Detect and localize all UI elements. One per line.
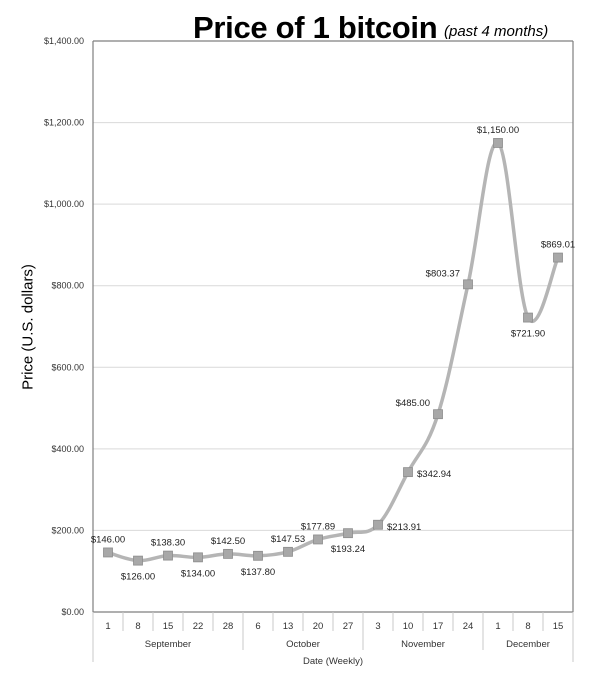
data-label: $137.80	[241, 567, 275, 578]
x-tick-label: 17	[433, 621, 444, 632]
data-marker	[223, 548, 233, 559]
data-marker	[493, 138, 503, 148]
gridlines	[92, 40, 574, 613]
x-axis-label: Date (Weekly)	[303, 656, 363, 667]
x-tick-label: 13	[283, 621, 294, 632]
x-tick-label: 6	[255, 621, 260, 632]
y-tick-label: $1,000.00	[44, 199, 84, 209]
x-tick-label: 22	[193, 621, 204, 632]
data-marker	[463, 279, 473, 290]
data-label: $142.50	[211, 536, 245, 547]
data-label: $147.53	[271, 534, 305, 545]
data-label: $126.00	[121, 572, 155, 583]
data-label: $146.00	[91, 534, 125, 545]
data-label: $134.00	[181, 568, 215, 579]
x-axis: 1 8 15 22 28 September 6 13 20 27 October 3 10 17 24 No…	[92, 612, 574, 662]
data-marker	[523, 312, 533, 323]
x-tick-label: 8	[135, 621, 140, 632]
x-tick-label: 27	[343, 621, 354, 632]
data-label: $803.37	[426, 268, 460, 279]
data-marker	[163, 550, 173, 561]
data-label: $869.01	[541, 240, 575, 251]
x-tick-label: 8	[525, 621, 530, 632]
data-label: $485.00	[396, 398, 430, 409]
y-tick-label: $200.00	[51, 525, 84, 535]
y-tick-label: $400.00	[51, 444, 84, 454]
data-label: $213.91	[387, 522, 421, 533]
data-labels: $146.00 $126.00 $138.30 $134.00 $142.50 $137.…	[91, 125, 575, 583]
y-tick-label: $600.00	[51, 362, 84, 372]
y-tick-label: $1,200.00	[44, 118, 84, 128]
x-tick-label: 1	[495, 621, 500, 632]
data-marker	[433, 409, 443, 420]
x-tick-label: 10	[403, 621, 414, 632]
data-label: $177.89	[301, 521, 335, 532]
data-marker	[283, 546, 293, 557]
y-tick-label: $1,400.00	[44, 36, 84, 46]
x-tick-label: 15	[163, 621, 174, 632]
chart-title: Price of 1 bitcoin	[193, 10, 438, 45]
y-tick-label: $800.00	[51, 281, 84, 291]
data-label: $721.90	[511, 329, 545, 340]
x-tick-label: 24	[463, 621, 474, 632]
x-tick-label: 20	[313, 621, 324, 632]
x-tick-label: 3	[375, 621, 380, 632]
y-tick-label: $0.00	[61, 607, 84, 617]
x-tick-label: 28	[223, 621, 234, 632]
y-axis-ticks: $0.00 $200.00 $400.00 $600.00 $800.00 $1,000.…	[44, 36, 84, 617]
data-label: $138.30	[151, 538, 185, 549]
data-marker	[373, 519, 383, 530]
data-marker	[403, 467, 413, 478]
data-marker	[553, 252, 563, 263]
month-label: November	[401, 639, 445, 650]
data-marker	[253, 550, 263, 561]
month-label: October	[286, 639, 320, 650]
data-marker	[313, 534, 323, 545]
x-tick-label: 1	[105, 621, 110, 632]
month-label: December	[506, 639, 550, 650]
data-marker	[103, 547, 113, 558]
data-label: $1,150.00	[477, 125, 519, 136]
price-line	[106, 141, 560, 563]
x-tick-label: 15	[553, 621, 564, 632]
data-marker	[133, 555, 143, 566]
data-label: $342.94	[417, 469, 451, 480]
data-markers	[103, 138, 563, 566]
data-marker	[193, 552, 203, 563]
month-label: September	[145, 639, 191, 650]
data-marker	[343, 528, 353, 539]
chart-subtitle: (past 4 months)	[444, 23, 549, 40]
data-label: $193.24	[331, 544, 365, 555]
